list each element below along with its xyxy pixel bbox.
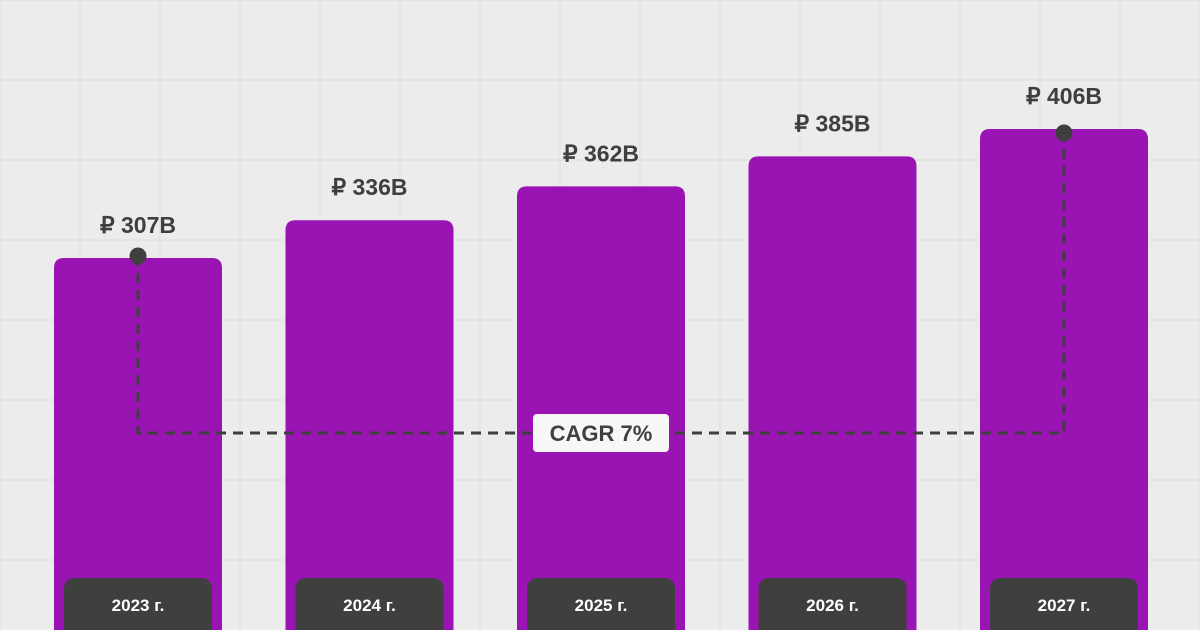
- year-badge: [758, 578, 907, 630]
- value-label: ₽ 385B: [794, 110, 870, 136]
- value-label: ₽ 362B: [563, 140, 639, 166]
- labels: ₽ 307B 2023 г. ₽ 336B 2024 г. ₽ 362B 2025 г. ₽…: [64, 83, 1138, 630]
- value-label: ₽ 406B: [1026, 83, 1102, 109]
- bar-4: [748, 156, 917, 630]
- cagr-dashed-line: [136, 133, 1066, 435]
- category-label: 2024 г.: [343, 596, 396, 615]
- year-badge: [990, 578, 1138, 630]
- year-badge: [527, 578, 675, 630]
- cagr-label: CAGR 7%: [550, 421, 653, 446]
- value-label: ₽ 307B: [100, 212, 176, 238]
- cagr-annotation: CAGR 7%: [129, 124, 1073, 452]
- bar-2: [285, 220, 454, 630]
- category-label: 2023 г.: [112, 596, 165, 615]
- year-badge: [295, 578, 444, 630]
- cagr-endpoint: [129, 247, 147, 265]
- cagr-endpoint: [1055, 124, 1073, 142]
- category-label: 2026 г.: [806, 596, 859, 615]
- bar-3: [517, 186, 685, 630]
- bar-1: [54, 258, 222, 630]
- category-label: 2025 г.: [575, 596, 628, 615]
- category-label: 2027 г.: [1038, 596, 1091, 615]
- bars: [54, 129, 1148, 630]
- cagr-box: [533, 414, 669, 452]
- year-badge: [64, 578, 212, 630]
- value-label: ₽ 336B: [331, 174, 407, 200]
